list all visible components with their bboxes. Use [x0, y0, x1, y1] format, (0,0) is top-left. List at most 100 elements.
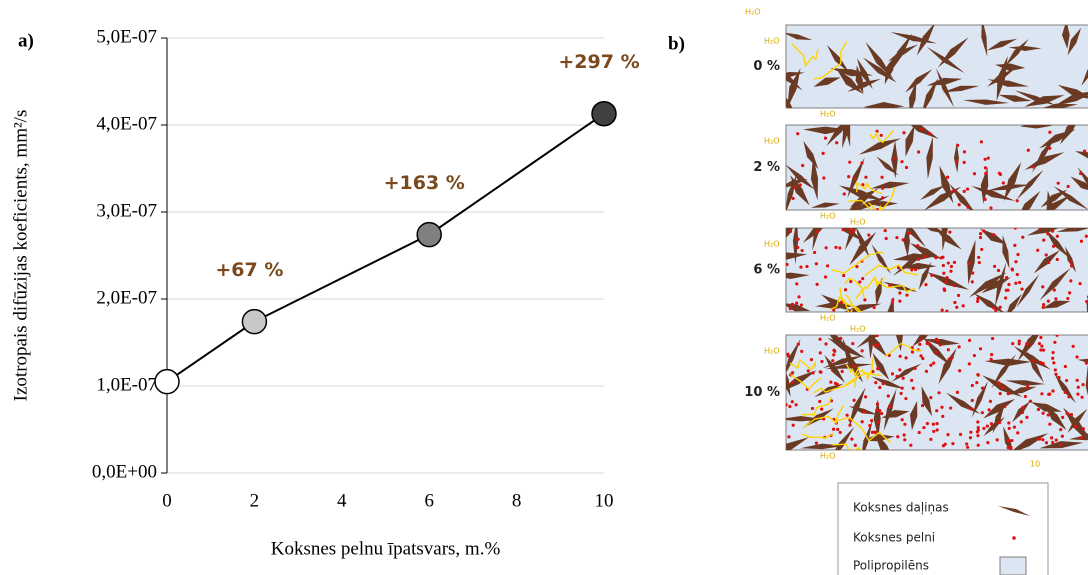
x-tick-label: 4: [337, 490, 347, 511]
ash-dot: [841, 228, 844, 231]
chart-a: a)0,0E+001,0E-072,0E-073,0E-074,0E-075,0…: [10, 26, 639, 559]
ash-dot: [904, 356, 907, 359]
ash-dot: [998, 172, 1001, 175]
ash-dot: [1039, 348, 1042, 351]
ash-dot: [992, 306, 995, 309]
ash-dot: [1053, 288, 1056, 291]
ash-dot: [951, 442, 954, 445]
ash-dot: [1020, 287, 1023, 290]
ash-dot: [787, 354, 790, 357]
diagram-b: b)0 %H₂OH₂O2 %H₂OH₂O6 %H₂OH₂OH₂O10 %H₂OH…: [668, 8, 1088, 575]
ash-dot: [968, 339, 971, 342]
ash-dot: [977, 426, 980, 429]
ash-dot: [921, 404, 924, 407]
ash-dot: [891, 372, 894, 375]
ash-dot: [861, 420, 864, 423]
ash-dot: [846, 414, 849, 417]
panel-label: a): [18, 30, 34, 51]
ash-dot: [1080, 240, 1083, 243]
ash-dot: [891, 301, 894, 304]
ash-dot: [1085, 235, 1088, 238]
ash-dot: [910, 268, 913, 271]
ash-dot: [1055, 438, 1058, 441]
ash-dot: [800, 303, 803, 306]
x-axis-label: Koksnes pelnu īpatsvars, m.%: [271, 538, 501, 559]
ash-dot: [1066, 412, 1069, 415]
ash-dot: [942, 264, 945, 267]
ash-dot: [978, 261, 981, 264]
ash-dot: [1021, 236, 1024, 239]
ash-dot: [843, 192, 846, 195]
strip-label: 2 %: [753, 160, 780, 175]
ash-dot: [940, 256, 943, 259]
ash-dot: [979, 236, 982, 239]
ash-dot: [885, 237, 888, 240]
ash-dot: [825, 246, 828, 249]
ash-dot: [789, 307, 792, 310]
data-line: [167, 114, 604, 382]
h2o-label: H₂O: [820, 314, 836, 323]
ash-dot: [1008, 427, 1011, 430]
ash-dot: [1040, 392, 1043, 395]
ash-dot: [1048, 423, 1051, 426]
ash-dot: [1038, 437, 1041, 440]
ash-dot: [908, 231, 911, 234]
ash-dot: [818, 338, 821, 341]
x-tick-label: 10: [595, 490, 614, 511]
ash-dot: [881, 187, 884, 190]
ash-dot: [1014, 226, 1017, 229]
ash-dot: [904, 397, 907, 400]
ash-dot: [932, 423, 935, 426]
ash-dot: [795, 282, 798, 285]
ash-dot: [935, 422, 938, 425]
strip-label: 0 %: [753, 59, 780, 74]
ash-dot: [1075, 355, 1078, 358]
ash-dot: [934, 351, 937, 354]
ash-dot: [880, 134, 883, 137]
ash-dot: [1042, 362, 1045, 365]
ash-dot: [1042, 412, 1045, 415]
ash-dot: [848, 161, 851, 164]
h2o-label: H₂O: [745, 8, 761, 17]
ash-dot: [1069, 260, 1072, 263]
ash-dot: [1020, 420, 1023, 423]
data-point: [417, 223, 441, 247]
h2o-label: H₂O: [850, 325, 866, 334]
ash-dot: [791, 371, 794, 374]
ash-dot: [873, 306, 876, 309]
ash-dot: [874, 344, 877, 347]
ash-dot: [1025, 416, 1028, 419]
ash-dot: [968, 362, 971, 365]
ash-dot: [941, 415, 944, 418]
x-tick-label: 2: [250, 490, 260, 511]
ash-dot: [923, 255, 926, 258]
ash-dot: [1006, 440, 1009, 443]
ash-dot: [1051, 389, 1054, 392]
ash-dot: [932, 430, 935, 433]
ash-dot: [895, 375, 898, 378]
ash-dot: [799, 183, 802, 186]
ash-dot: [984, 172, 987, 175]
ash-dot: [832, 353, 835, 356]
ash-dot: [801, 249, 804, 252]
annotation: +163 %: [384, 172, 465, 194]
ash-dot: [912, 387, 915, 390]
ash-dot: [813, 251, 816, 254]
ash-dot: [1018, 281, 1021, 284]
ash-dot: [959, 433, 962, 436]
ash-dot: [928, 132, 931, 135]
ash-dot: [824, 342, 827, 345]
h2o-label: H₂O: [820, 212, 836, 221]
h2o-label: H₂O: [764, 137, 780, 146]
ash-dot: [791, 197, 794, 200]
ash-dot: [914, 367, 917, 370]
ash-dot: [957, 294, 960, 297]
legend-pp: [1000, 557, 1026, 575]
ash-dot: [1046, 232, 1049, 235]
ash-dot: [875, 408, 878, 411]
ash-dot: [820, 360, 823, 363]
ash-dot: [1045, 441, 1048, 444]
ash-dot: [829, 381, 832, 384]
ash-dot: [848, 424, 851, 427]
y-tick-label: 3,0E-07: [96, 200, 157, 221]
